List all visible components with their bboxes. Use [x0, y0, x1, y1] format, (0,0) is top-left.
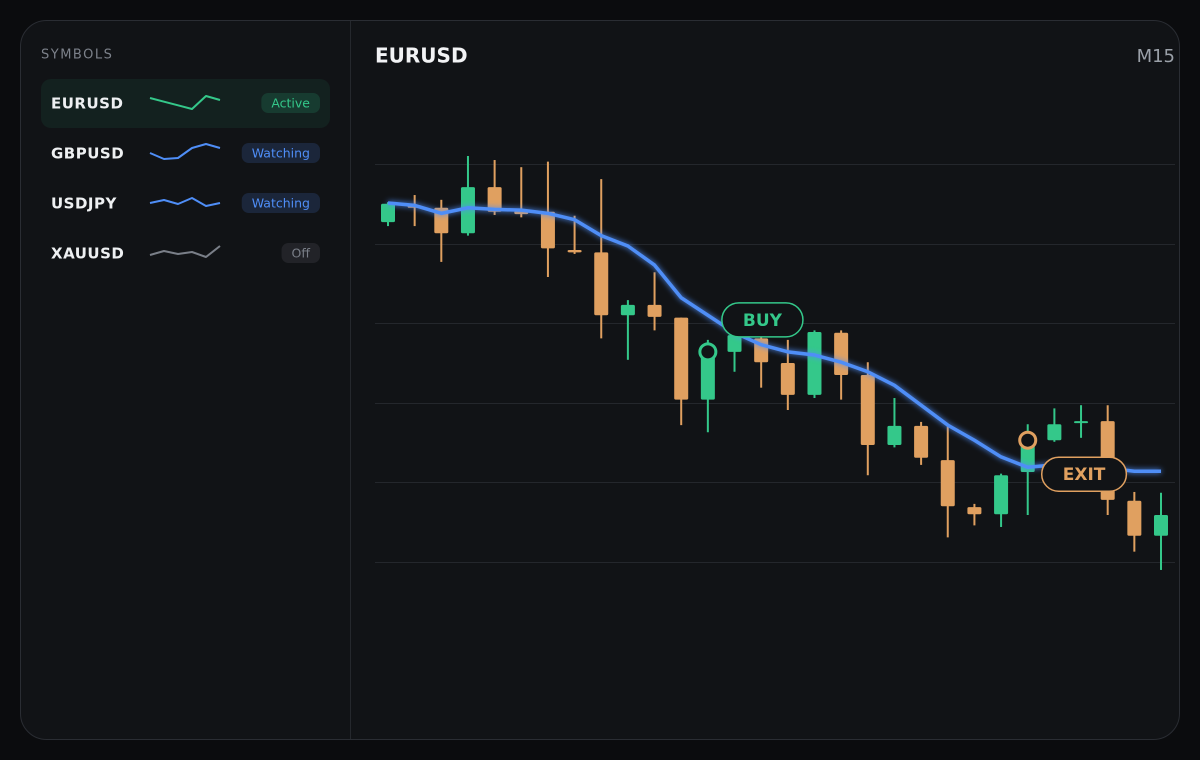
status-label: Active — [271, 96, 310, 111]
status-label: Watching — [252, 146, 310, 161]
candle-body — [1154, 515, 1168, 536]
status-pill — [281, 243, 320, 263]
card — [20, 20, 1180, 740]
status-pill — [241, 143, 320, 163]
signal-badge — [721, 302, 804, 338]
sidebar-heading: SYMBOLS — [41, 48, 113, 63]
symbol-name: XAUUSD — [51, 245, 124, 263]
candle-body — [460, 187, 475, 234]
candle-body — [700, 351, 715, 400]
candle-body — [540, 211, 555, 249]
candle-body — [674, 317, 689, 400]
candle-body — [967, 507, 982, 515]
candle-body — [940, 460, 955, 507]
candle-body — [1074, 421, 1089, 424]
sparkline — [149, 197, 221, 207]
candle-body — [381, 203, 395, 223]
signal-marker — [698, 342, 718, 362]
timeframe: M15 — [1137, 46, 1175, 67]
candle-body — [594, 252, 609, 316]
candle-body — [487, 187, 502, 212]
moving-average-line — [387, 201, 1161, 474]
symbol-name: GBPUSD — [51, 145, 124, 163]
sparkline — [149, 95, 221, 110]
candle-body — [620, 304, 635, 316]
signal-label: BUY — [743, 311, 783, 331]
status-pill — [261, 93, 320, 113]
status-pill — [241, 193, 320, 213]
candle-body — [1047, 424, 1062, 441]
status-label: Watching — [252, 196, 310, 211]
candle-body — [1127, 500, 1142, 536]
sparkline — [149, 143, 221, 160]
candle-body — [914, 425, 929, 458]
symbol-name: EURUSD — [51, 95, 123, 113]
candle-body — [727, 335, 742, 352]
candle-body — [834, 332, 849, 375]
symbol-row-highlight — [41, 79, 330, 128]
signal-label: EXIT — [1063, 465, 1106, 485]
sparkline — [149, 245, 221, 258]
symbol-name: USDJPY — [51, 195, 118, 213]
candle-body — [860, 374, 875, 445]
chart-title: EURUSD — [375, 44, 468, 68]
candle-body — [807, 331, 822, 395]
status-label: Off — [292, 246, 311, 261]
candle-body — [887, 425, 902, 445]
candle-body — [567, 249, 582, 253]
candle-body — [994, 475, 1009, 515]
signal-marker — [1018, 430, 1038, 450]
candle-body — [780, 363, 795, 395]
candle-body — [647, 304, 662, 317]
signal-badge — [1040, 456, 1128, 492]
